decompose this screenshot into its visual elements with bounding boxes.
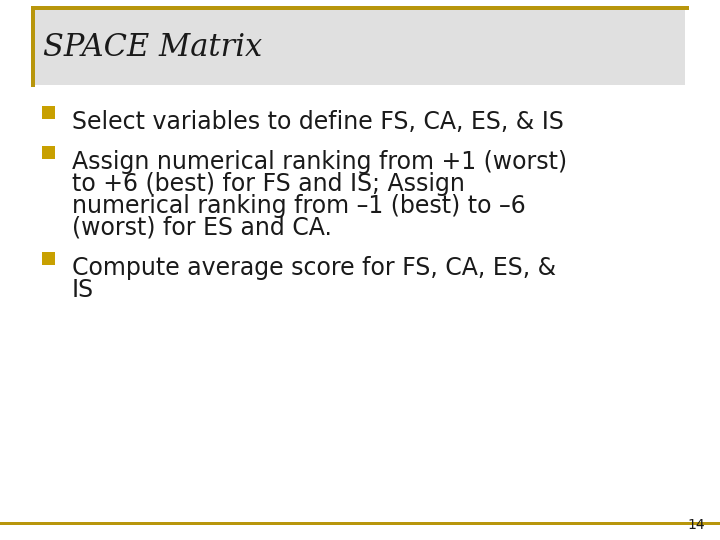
Text: Select variables to define FS, CA, ES, & IS: Select variables to define FS, CA, ES, &…: [72, 110, 564, 134]
Bar: [35, 10, 685, 85]
Text: SPACE Matrix: SPACE Matrix: [43, 32, 262, 63]
Text: 14: 14: [688, 518, 705, 532]
Text: (worst) for ES and CA.: (worst) for ES and CA.: [72, 216, 332, 240]
Bar: [31, 6, 35, 87]
Bar: [35, 6, 689, 10]
Bar: [42, 252, 55, 265]
Text: to +6 (best) for FS and IS; Assign: to +6 (best) for FS and IS; Assign: [72, 172, 465, 196]
Bar: [0, 522, 720, 525]
Text: Compute average score for FS, CA, ES, &: Compute average score for FS, CA, ES, &: [72, 256, 556, 280]
Bar: [42, 106, 55, 119]
Text: numerical ranking from –1 (best) to –6: numerical ranking from –1 (best) to –6: [72, 194, 526, 218]
Text: Assign numerical ranking from +1 (worst): Assign numerical ranking from +1 (worst): [72, 150, 567, 174]
Bar: [42, 146, 55, 159]
Text: IS: IS: [72, 278, 94, 302]
